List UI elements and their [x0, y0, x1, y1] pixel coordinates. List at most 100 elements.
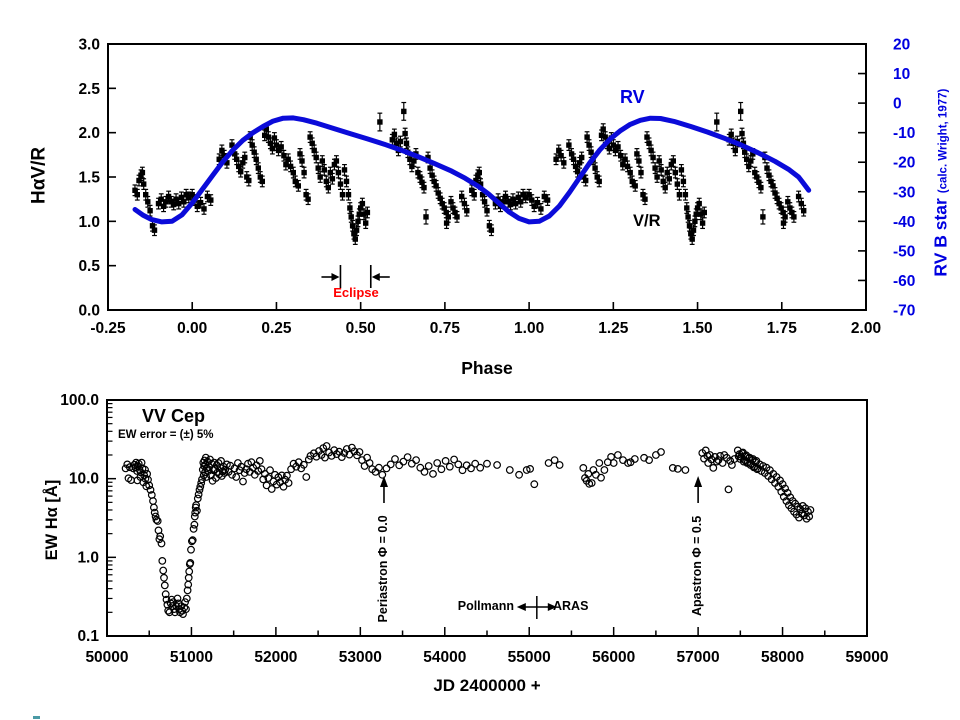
vr-data-point [427, 165, 433, 171]
ew-data-point [476, 463, 485, 472]
vr-data-point [337, 181, 344, 187]
vr-data-point [253, 156, 259, 162]
ew-data-point [600, 466, 609, 474]
ew-data-point [471, 459, 480, 468]
vr-data-point [249, 142, 255, 148]
ew-data-point [382, 464, 391, 473]
right-y-axis-title: RV B star (calc. Wright, 1977) [930, 43, 951, 323]
ew-data-point [187, 537, 196, 546]
ew-data-point [222, 460, 231, 469]
svg-text:10: 10 [893, 66, 910, 83]
bottom-plot-frame: 50000 51000 52000 53000 54000 55000 56000 57000… [60, 392, 888, 666]
svg-text:0.50: 0.50 [346, 320, 376, 337]
vr-data-point [768, 178, 774, 185]
vr-data-point [347, 205, 353, 211]
vr-data-point [686, 223, 693, 229]
vr-data-point [295, 183, 301, 189]
ew-data-point [403, 453, 412, 462]
ew-error-note: EW error = (±) 5% [118, 429, 214, 441]
vr-data-point [638, 169, 644, 176]
ew-data-point [587, 479, 596, 487]
ew-data-point [579, 464, 588, 472]
ew-data-point [420, 468, 429, 476]
ew-data-point [137, 458, 146, 467]
vr-data-point [145, 199, 151, 205]
ew-data-point [292, 462, 301, 471]
vr-data-point [186, 194, 192, 201]
vr-data-point [476, 169, 482, 176]
vr-data-point [682, 192, 689, 198]
ew-data-point [544, 459, 553, 467]
svg-text:50000: 50000 [85, 649, 128, 666]
vr-data-point [421, 184, 427, 191]
svg-text:0.00: 0.00 [177, 320, 207, 337]
bottom-x-axis-title: JD 2400000 + [407, 676, 567, 696]
vr-data-point [684, 205, 690, 211]
vr-data-point [606, 145, 612, 152]
vr-data-point [534, 200, 541, 206]
ew-data-point [259, 475, 268, 484]
ew-data-point [156, 532, 165, 541]
vr-data-point [544, 197, 551, 203]
vr-data-point [358, 205, 364, 211]
vr-data-point [636, 158, 642, 164]
ew-data-point [302, 473, 311, 481]
ew-data-point [597, 473, 605, 482]
vr-data-point [292, 178, 298, 185]
bottom-chart-title: VV Cep [142, 406, 206, 426]
svg-text:-70: -70 [893, 303, 915, 320]
vr-data-point [646, 140, 652, 146]
vr-data-point [584, 134, 590, 140]
ew-data-point [141, 465, 149, 474]
ew-data-point [407, 459, 416, 468]
ew-data-point [555, 461, 564, 469]
vr-data-point [461, 200, 468, 207]
top-y-axis-title: HαV/R [29, 115, 51, 235]
vr-data-point [275, 147, 282, 154]
vr-data-point [216, 156, 222, 162]
vr-data-point [269, 145, 276, 152]
vr-data-point [795, 193, 802, 200]
vr-data-point [583, 177, 589, 184]
ew-data-point [322, 442, 331, 450]
ew-data-point [673, 465, 682, 473]
ew-data-point [701, 446, 710, 455]
vr-data-point [750, 151, 756, 157]
vr-data-point [538, 206, 544, 212]
ew-data-point [151, 512, 160, 521]
vr-data-point [441, 205, 447, 211]
ew-data-point [458, 466, 467, 475]
vr-data-point [448, 199, 454, 205]
ew-data-point [681, 466, 690, 474]
vr-data-point [201, 206, 207, 212]
right-y-axis-title-main: RV B star [930, 198, 951, 277]
vr-data-point [622, 156, 628, 162]
vr-data-point [529, 197, 535, 203]
ew-data-point [152, 515, 161, 524]
ew-data-point [706, 451, 714, 459]
vr-data-point [364, 209, 371, 216]
svg-text:1.0: 1.0 [78, 214, 100, 231]
ew-data-point [193, 494, 202, 503]
vr-data-point [561, 160, 567, 166]
svg-text:1.75: 1.75 [767, 320, 798, 337]
bottom-x-axis-title-text: JD 2400000 + [433, 676, 541, 695]
top-x-axis-title: Phase [427, 358, 547, 378]
vr-data-point [242, 154, 248, 161]
vr-data-point [570, 156, 577, 162]
vr-data-point [450, 205, 456, 211]
vr-data-point [173, 196, 179, 202]
vr-data-point [574, 169, 581, 175]
vr-data-point [654, 174, 660, 180]
vr-data-point [469, 187, 475, 193]
vr-data-point [257, 174, 263, 180]
vr-data-point [658, 167, 664, 173]
ew-data-point [429, 470, 437, 478]
vr-data-point [425, 154, 431, 161]
ew-data-point [145, 481, 154, 490]
vr-data-point [303, 192, 309, 198]
vr-data-point [165, 193, 172, 200]
ew-data-point [196, 482, 205, 491]
vr-data-point [518, 199, 524, 205]
vr-data-point [588, 149, 594, 155]
